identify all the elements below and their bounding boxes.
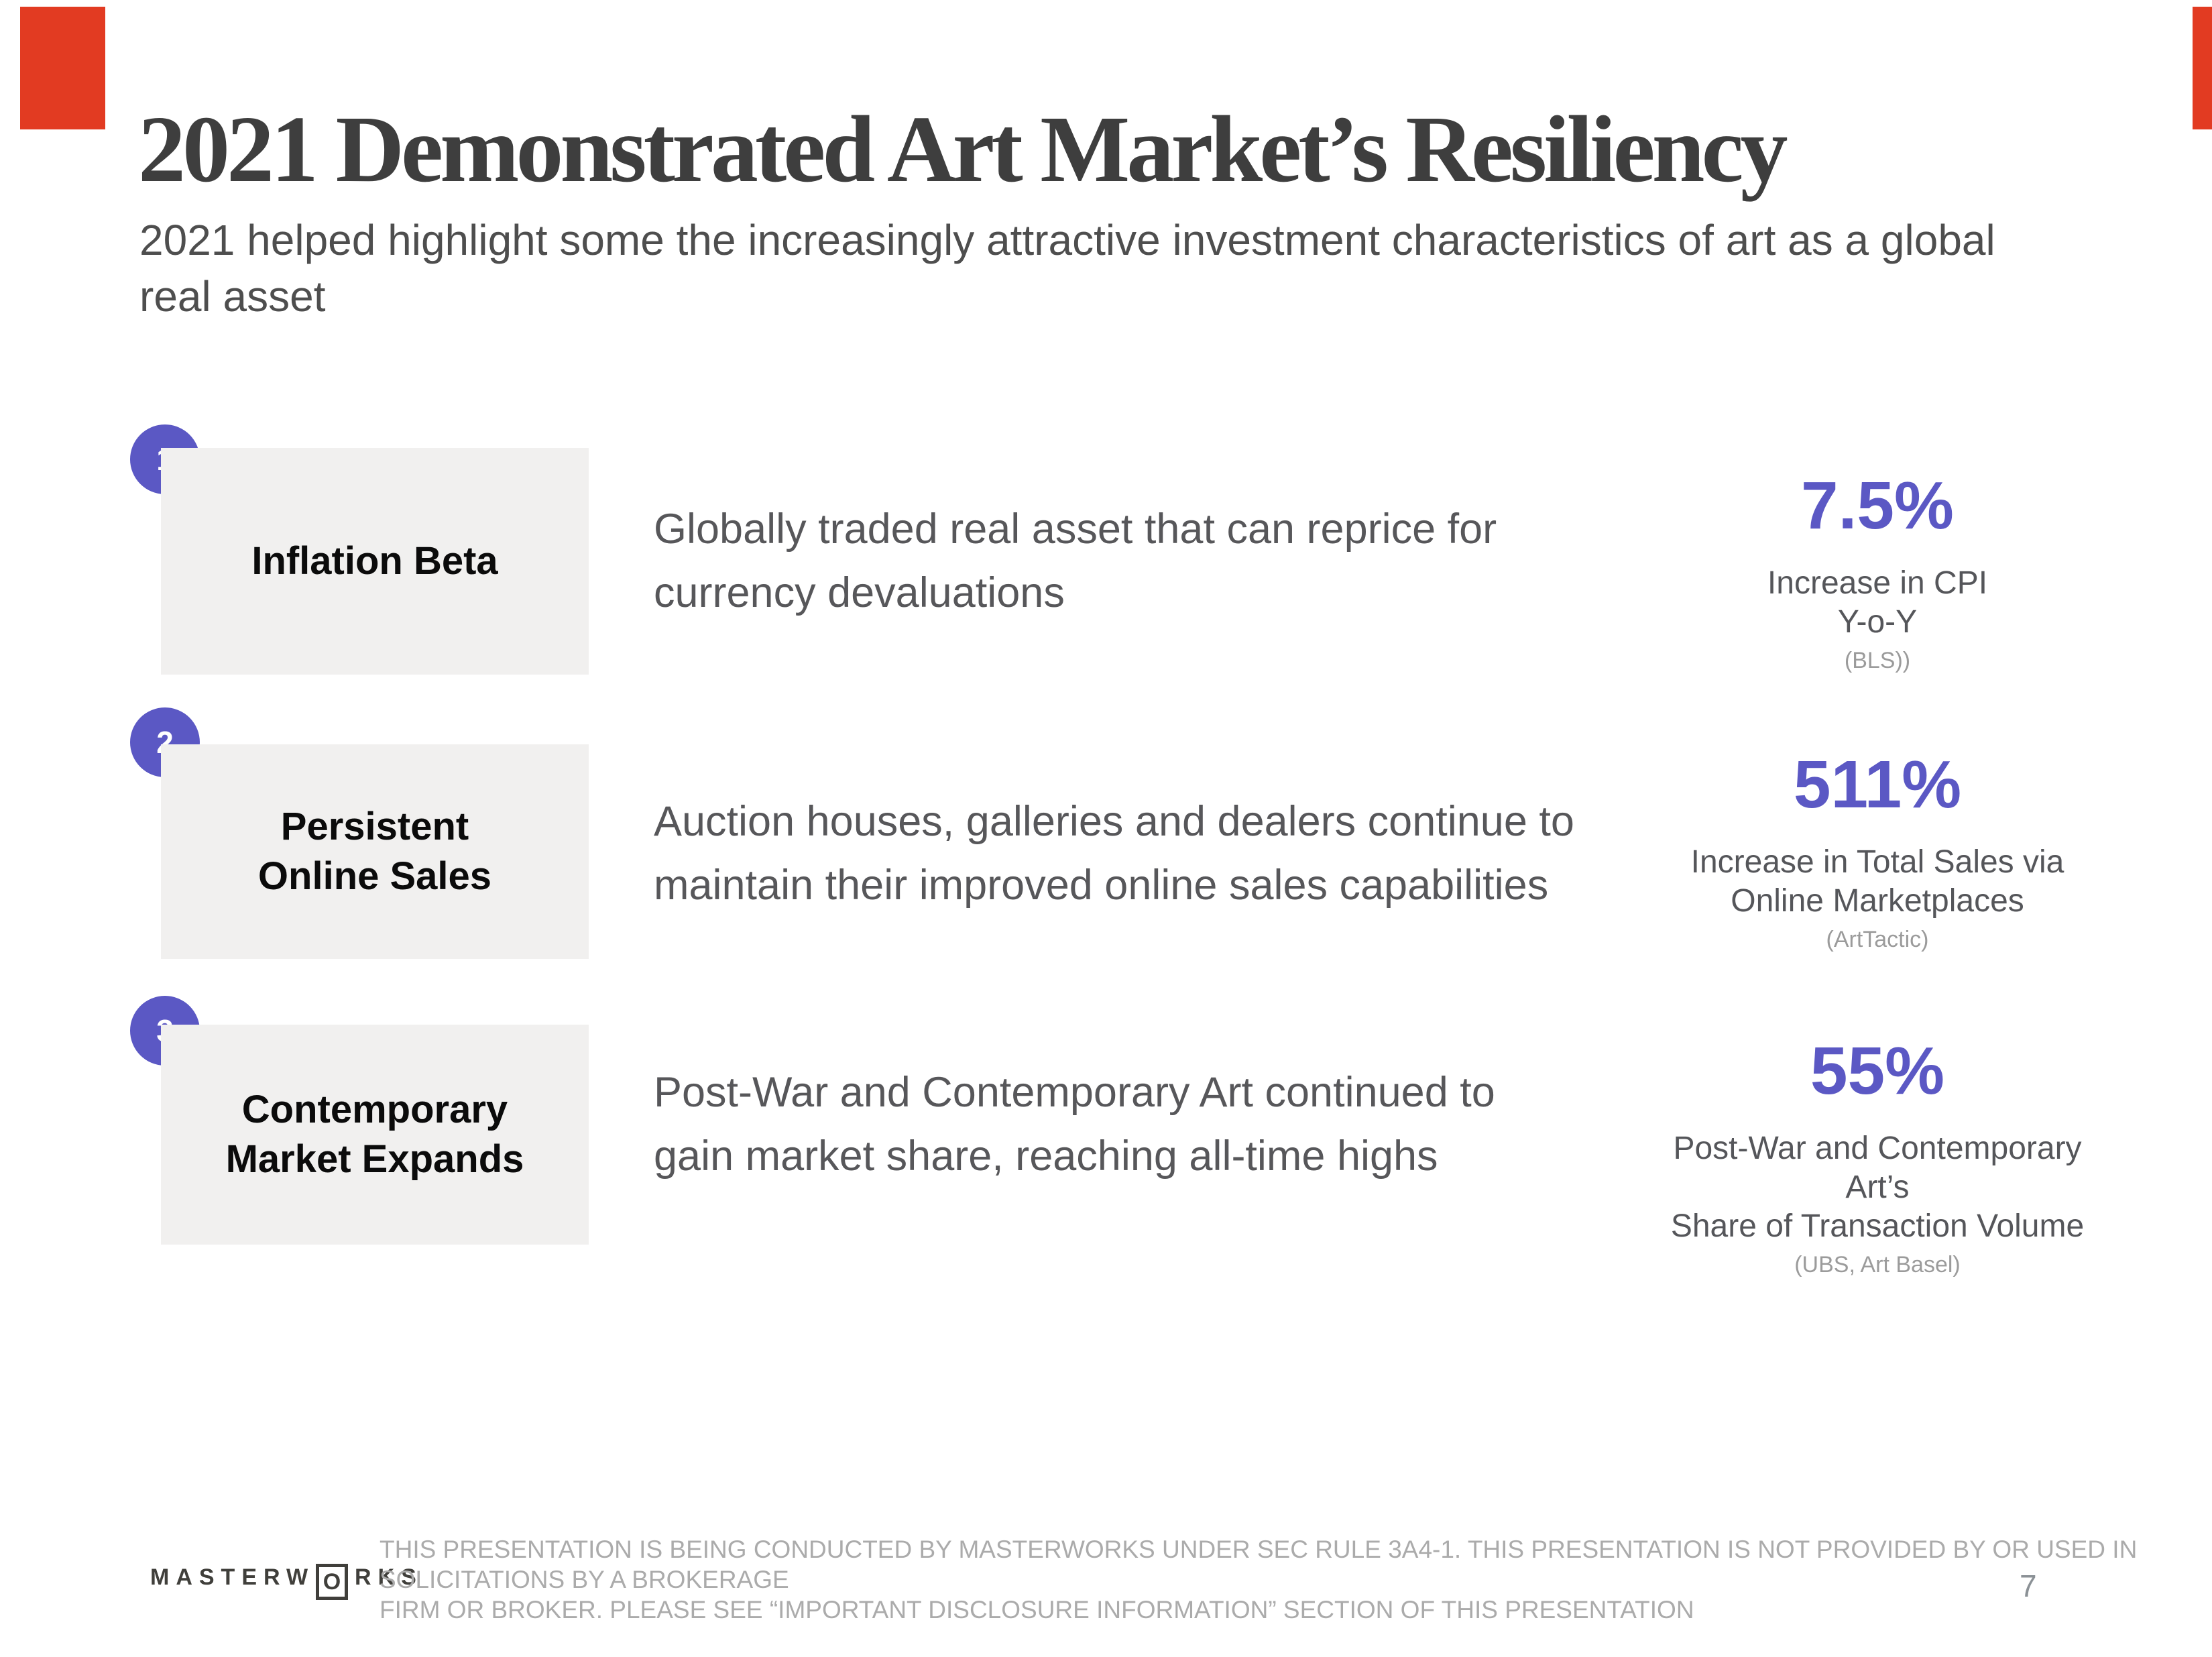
step-description-3: Post-War and Contemporary Art continued …	[654, 1069, 1495, 1180]
stat-block-1: 7.5% Increase in CPI Y-o-Y (BLS))	[1643, 471, 2112, 674]
stat-block-2: 511% Increase in Total Sales via Online …	[1643, 750, 2112, 953]
red-accent-bar-right	[2193, 7, 2212, 129]
step-label-box-3: Contemporary Market Expands	[161, 1025, 589, 1245]
stat-value-2: 511%	[1793, 747, 1962, 822]
page-number: 7	[2020, 1568, 2037, 1603]
logo-text-suffix: RKS	[355, 1564, 423, 1590]
slide-title: 2021 Demonstrated Art Market’s Resilienc…	[138, 96, 1788, 202]
logo-boxed-o: O	[316, 1564, 349, 1600]
stat-caption-3: Post-War and Contemporary Art’s Share of…	[1670, 1131, 2085, 1244]
stat-block-3: 55% Post-War and Contemporary Art’s Shar…	[1643, 1036, 2112, 1278]
step-label-box-1: Inflation Beta	[161, 448, 589, 675]
step-description-1: Globally traded real asset that can repr…	[654, 506, 1497, 616]
stat-value-1: 7.5%	[1801, 468, 1954, 543]
step-description-2: Auction houses, galleries and dealers co…	[654, 798, 1574, 909]
slide-subtitle: 2021 helped highlight some the increasin…	[139, 216, 1995, 321]
stat-caption-1: Increase in CPI Y-o-Y	[1767, 565, 1988, 640]
logo-text-prefix: MASTERW	[150, 1564, 315, 1590]
masterworks-logo: MASTERW O RKS	[150, 1560, 423, 1600]
step-label-box-2: Persistent Online Sales	[161, 744, 589, 959]
red-accent-bar-left	[20, 7, 105, 129]
stat-caption-2: Increase in Total Sales via Online Marke…	[1690, 844, 2064, 919]
stat-source-2: (ArtTactic)	[1826, 927, 1929, 952]
stat-value-3: 55%	[1810, 1033, 1945, 1108]
stat-source-1: (BLS))	[1844, 648, 1911, 673]
footer-disclaimer: THIS PRESENTATION IS BEING CONDUCTED BY …	[380, 1536, 2138, 1623]
stat-source-3: (UBS, Art Basel)	[1794, 1252, 1961, 1277]
